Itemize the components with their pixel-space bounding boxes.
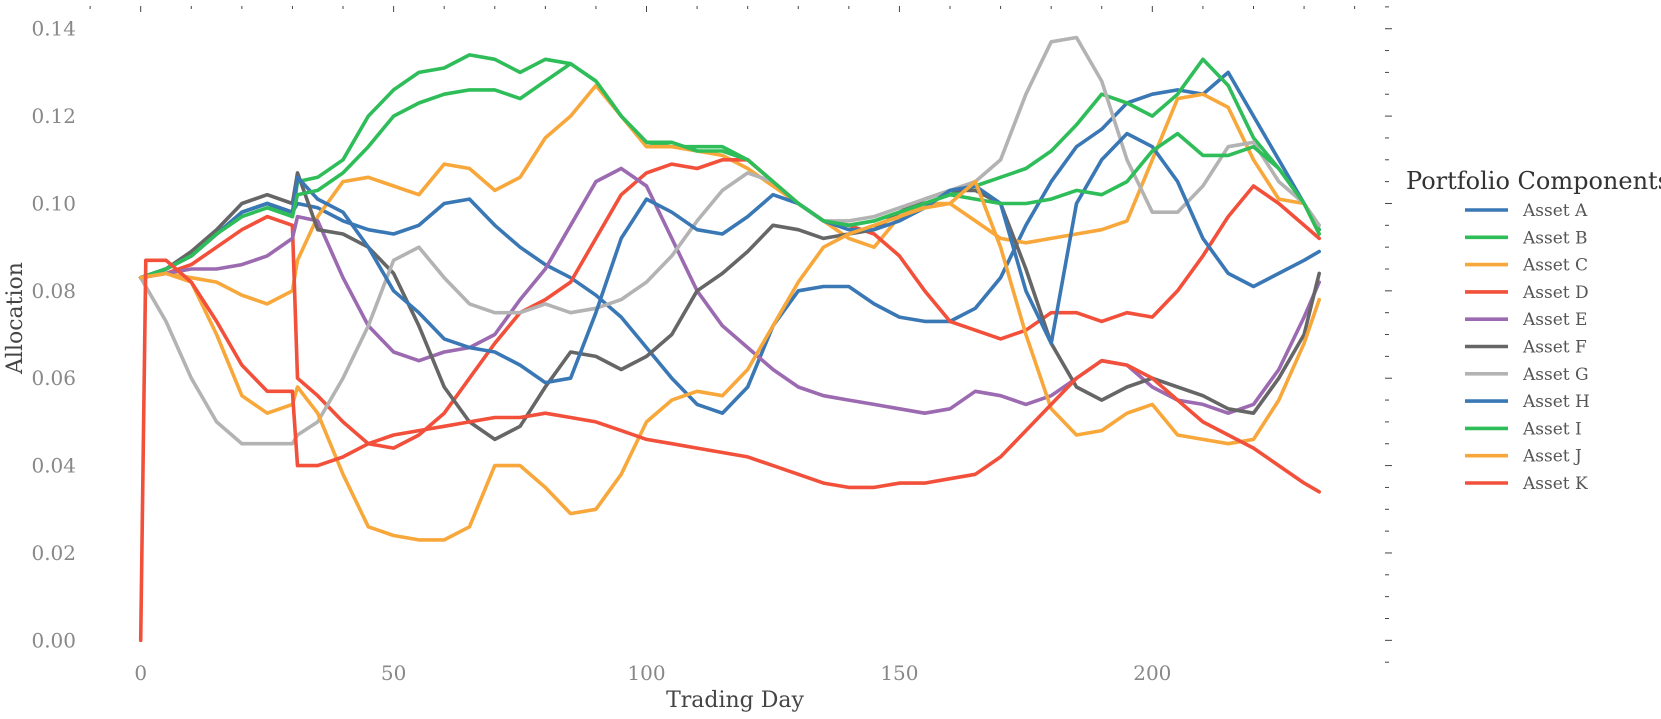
x-tick-label: 0 — [134, 661, 147, 685]
legend-label: Asset E — [1522, 310, 1587, 330]
series-line-asset-j — [138, 179, 1321, 542]
legend-title: Portfolio Components — [1406, 167, 1661, 195]
legend-item: Asset J — [1465, 447, 1582, 467]
y-tick-label: 0.14 — [31, 17, 76, 41]
y-tick-label: 0.02 — [31, 541, 76, 565]
legend-item: Asset H — [1465, 392, 1590, 412]
series-line-asset-f — [138, 171, 1321, 442]
series-line-asset-h — [138, 131, 1321, 385]
x-tick-label: 50 — [381, 661, 406, 685]
series-lines — [138, 35, 1321, 643]
legend-item: Asset A — [1465, 201, 1588, 221]
x-axis-label: Trading Day — [666, 688, 804, 713]
legend-label: Asset H — [1522, 392, 1590, 412]
legend-item: Asset E — [1465, 310, 1587, 330]
series-line-asset-b — [138, 53, 1321, 280]
legend-item: Asset F — [1465, 338, 1587, 358]
x-tick-label: 200 — [1133, 661, 1171, 685]
y-tick-label: 0.04 — [31, 454, 76, 478]
legend-label: Asset F — [1522, 338, 1587, 358]
series-line-asset-e — [138, 166, 1321, 415]
legend-item: Asset I — [1465, 419, 1582, 439]
series-line-asset-c — [138, 83, 1321, 306]
legend-label: Asset C — [1522, 256, 1588, 276]
legend-label: Asset K — [1522, 474, 1588, 494]
series-line-asset-k — [138, 258, 1321, 643]
legend-label: Asset D — [1522, 283, 1589, 303]
y-tick-label: 0.00 — [31, 628, 76, 652]
series-line-asset-d — [138, 158, 1321, 450]
legend-item: Asset C — [1465, 256, 1588, 276]
x-tick-labels: 0 50 100 150 200 — [134, 661, 1171, 685]
y-tick-label: 0.10 — [31, 191, 76, 215]
y-tick-label: 0.12 — [31, 104, 76, 128]
y-tick-label: 0.08 — [31, 279, 76, 303]
legend-label: Asset I — [1522, 419, 1582, 439]
series-line-asset-g — [138, 35, 1321, 446]
series-line-asset-a — [138, 70, 1321, 415]
legend-item: Asset D — [1465, 283, 1589, 303]
legend-items: Asset A Asset B Asset C Asset D Asset E Asset… — [1465, 201, 1590, 494]
legend-label: Asset A — [1522, 201, 1588, 221]
legend-label: Asset B — [1522, 228, 1588, 248]
legend-item: Asset K — [1465, 474, 1588, 494]
legend-item: Asset B — [1465, 228, 1588, 248]
x-tick-label: 100 — [627, 661, 665, 685]
y-tick-label: 0.06 — [31, 366, 76, 390]
legend-label: Asset J — [1522, 447, 1582, 467]
y-tick-labels: 0.00 0.02 0.04 0.06 0.08 0.10 0.12 0.14 — [31, 17, 76, 653]
y-axis-label: Allocation — [3, 262, 28, 375]
legend-label: Asset G — [1522, 365, 1589, 385]
legend-item: Asset G — [1465, 365, 1589, 385]
series-line-asset-i — [138, 61, 1321, 280]
axis-ticks — [89, 6, 1392, 663]
x-tick-label: 150 — [880, 661, 918, 685]
